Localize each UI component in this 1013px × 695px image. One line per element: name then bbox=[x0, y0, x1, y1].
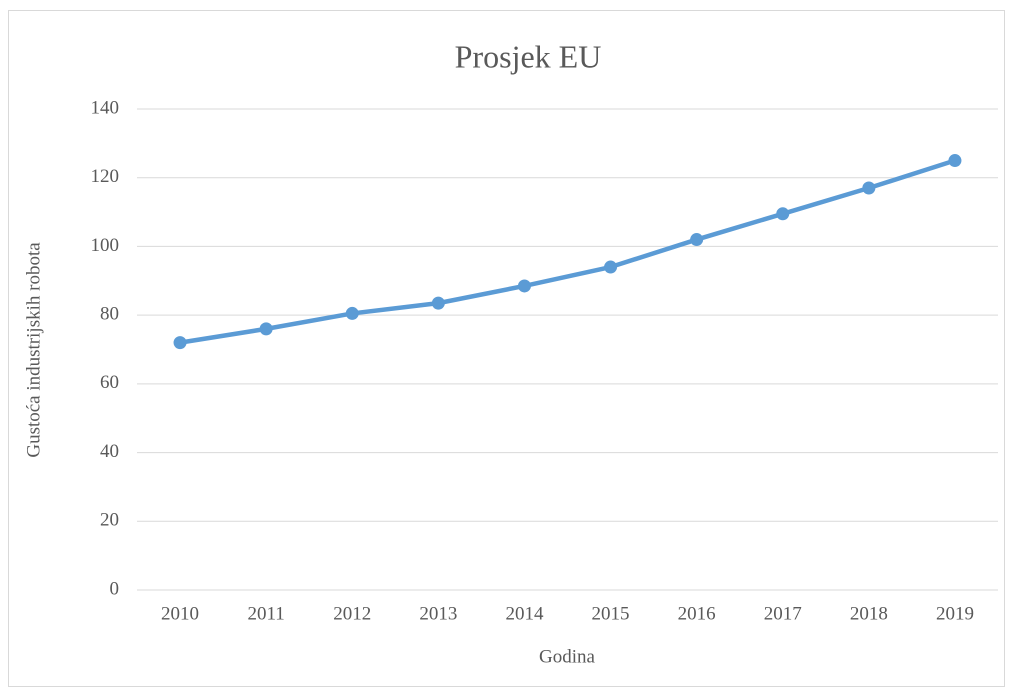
y-tick-label: 80 bbox=[100, 304, 119, 325]
line bbox=[179, 158, 956, 345]
y-tick-label: 0 bbox=[110, 578, 120, 599]
point bbox=[173, 336, 187, 350]
x-tick-label: 2013 bbox=[419, 603, 457, 624]
y-tick-label: 120 bbox=[91, 166, 120, 187]
chart-title: Prosjek EU bbox=[455, 38, 602, 74]
point bbox=[259, 322, 273, 336]
point bbox=[862, 181, 876, 195]
point bbox=[690, 233, 704, 247]
point bbox=[517, 279, 531, 293]
x-tick-label: 2015 bbox=[592, 603, 630, 624]
x-tick-label: 2014 bbox=[505, 603, 544, 624]
y-tick-label: 60 bbox=[100, 372, 119, 393]
point bbox=[431, 296, 445, 310]
point bbox=[948, 154, 962, 168]
point bbox=[345, 306, 359, 320]
y-tick-label: 100 bbox=[91, 235, 120, 256]
x-tick-label: 2011 bbox=[248, 603, 285, 624]
chart-border bbox=[8, 10, 1005, 687]
x-tick-label: 2012 bbox=[333, 603, 371, 624]
y-axis-label: Gustoća industrijskih robota bbox=[23, 242, 44, 458]
x-tick-label: 2017 bbox=[764, 603, 802, 624]
x-tick-label: 2018 bbox=[850, 603, 888, 624]
point bbox=[776, 207, 790, 221]
y-tick-label: 40 bbox=[100, 441, 119, 462]
point bbox=[604, 260, 618, 274]
x-tick-label: 2016 bbox=[678, 603, 716, 624]
x-tick-label: 2010 bbox=[161, 603, 199, 624]
x-tick-label: 2019 bbox=[936, 603, 974, 624]
y-tick-label: 140 bbox=[91, 97, 120, 118]
y-tick-label: 20 bbox=[100, 510, 119, 531]
x-axis-label: Godina bbox=[539, 646, 596, 667]
